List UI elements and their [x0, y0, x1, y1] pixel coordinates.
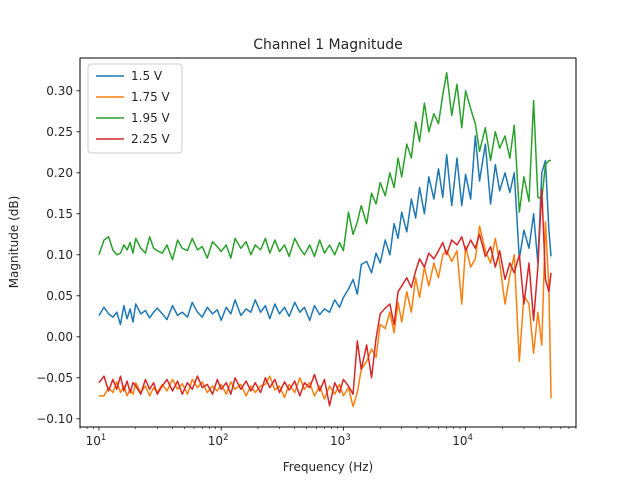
legend-label: 1.5 V: [131, 69, 163, 83]
x-tick-base: 10: [208, 434, 223, 448]
x-tick-base: 10: [330, 434, 345, 448]
y-tick-label: 0.05: [46, 289, 73, 303]
y-tick-label: 0.15: [46, 207, 73, 221]
y-axis: −0.10 −0.05 0.00 0.05 0.10 0.15 0.20 0.25 0.30: [36, 84, 80, 426]
y-tick-label: 0.20: [46, 166, 73, 180]
x-tick-label: 104: [452, 433, 473, 448]
y-tick-label: 0.30: [46, 84, 73, 98]
chart-title: Channel 1 Magnitude: [253, 37, 402, 53]
x-tick-label: 101: [86, 433, 107, 448]
legend-box: [87, 63, 183, 154]
x-tick-exponent: 4: [468, 433, 473, 443]
x-tick-exponent: 1: [101, 433, 106, 443]
x-axis-label: Frequency (Hz): [283, 460, 374, 474]
x-tick-label: 103: [330, 433, 351, 448]
series-layer: [98, 72, 552, 408]
y-tick-label: 0.10: [46, 248, 73, 262]
legend-label: 1.95 V: [131, 111, 171, 125]
y-tick-label: 0.00: [46, 330, 73, 344]
series-line-0: [98, 135, 552, 326]
series-line-3: [98, 188, 552, 407]
y-tick-label: −0.10: [36, 412, 73, 426]
plot-frame: [79, 57, 577, 428]
x-axis: 101 102 103 104: [79, 427, 577, 448]
legend-label: 1.75 V: [131, 90, 171, 104]
x-tick-base: 10: [452, 434, 467, 448]
x-tick-exponent: 2: [223, 433, 228, 443]
x-tick-label: 102: [208, 433, 229, 448]
series-line-2: [98, 72, 552, 261]
x-tick-base: 10: [86, 434, 101, 448]
y-axis-label: Magnitude (dB): [7, 196, 21, 289]
legend-label: 2.25 V: [131, 132, 171, 146]
y-tick-label: 0.25: [46, 125, 73, 139]
y-tick-label: −0.05: [36, 371, 73, 385]
legend: 1.5 V 1.75 V 1.95 V 2.25 V: [87, 63, 183, 154]
x-tick-exponent: 3: [345, 433, 350, 443]
